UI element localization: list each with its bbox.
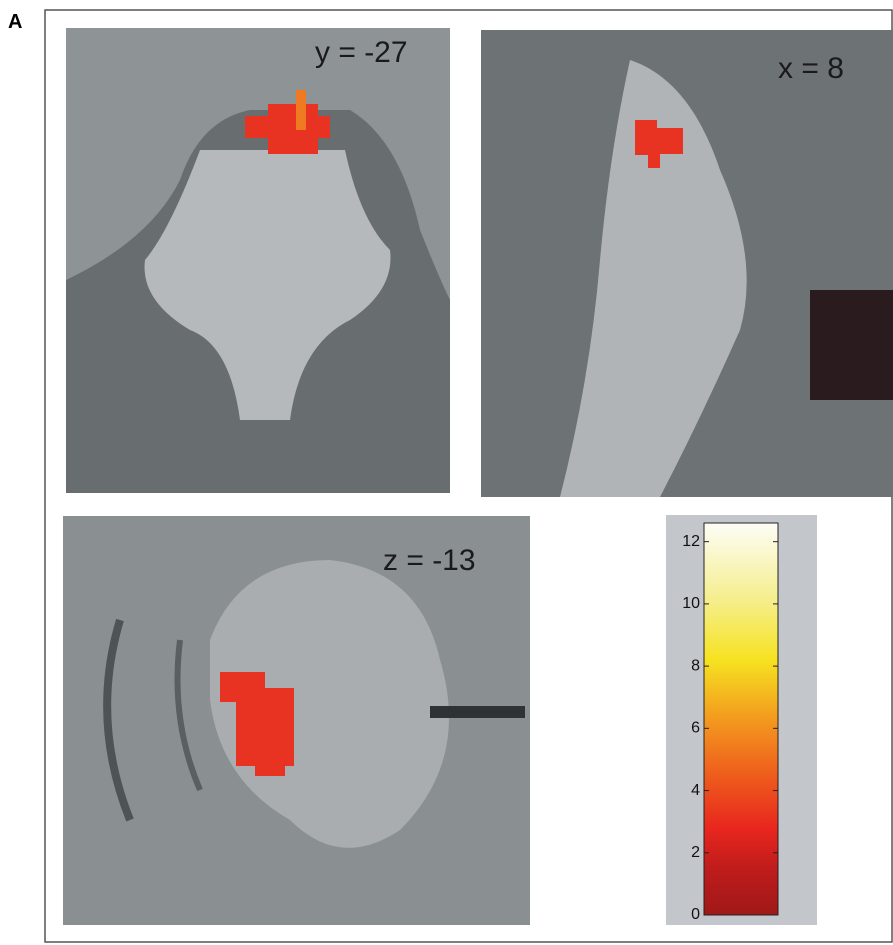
tick-label: 4 (691, 782, 700, 799)
slice-coronal: y = -27 (66, 28, 450, 493)
slice-axial: z = -13 (63, 516, 530, 925)
tick-label: 12 (682, 533, 700, 550)
colorbar (704, 523, 778, 915)
tick-label: 6 (691, 720, 700, 737)
slice-label: z = -13 (383, 544, 476, 577)
tick-label: 2 (691, 844, 700, 861)
slice-label: y = -27 (315, 36, 408, 69)
slice-sagittal: x = 8 (481, 30, 893, 497)
panel-label: A (8, 11, 22, 33)
figure: A y = -27 x = 8 z = -13 0 2 4 6 8 10 12 (0, 0, 893, 945)
tick-label: 0 (691, 906, 700, 923)
page: A y = -27 x = 8 z = -13 024681012 (() =>… (0, 0, 893, 945)
tick-label: 8 (691, 657, 700, 674)
slice-label: x = 8 (778, 52, 844, 85)
tick-label: 10 (682, 595, 700, 612)
